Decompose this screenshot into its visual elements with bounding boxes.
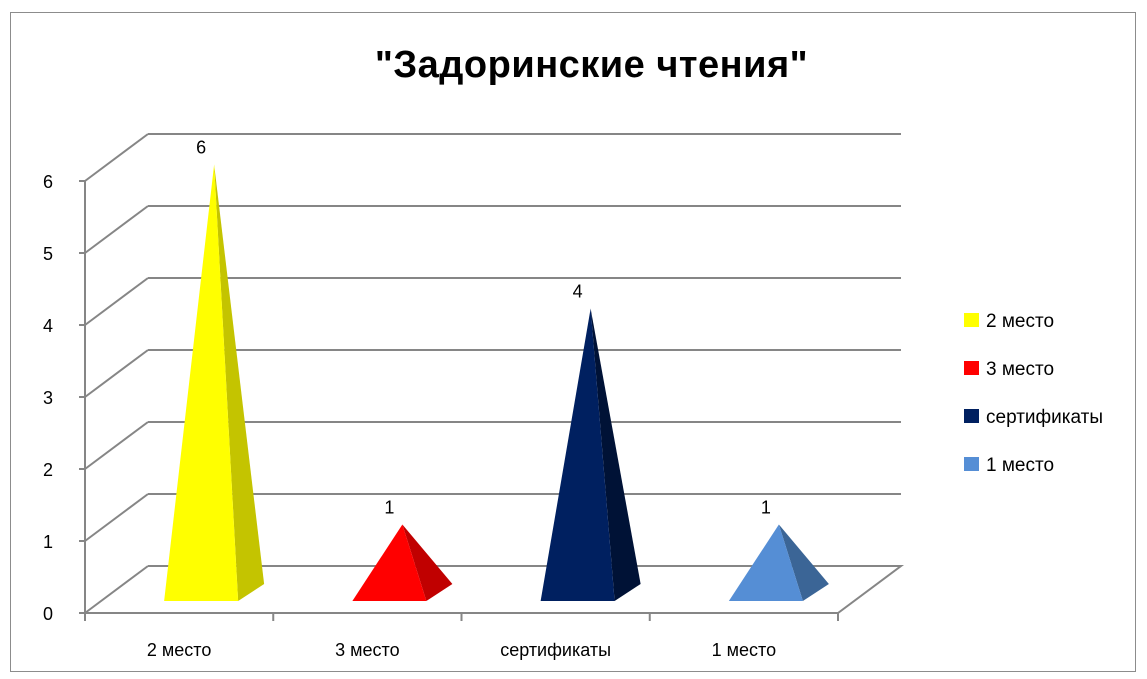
y-tick-label-1: 1: [43, 532, 53, 552]
legend-label-3: 1 место: [986, 455, 1054, 476]
side-gridline-1: [84, 493, 149, 542]
bar-side-3: [778, 524, 829, 601]
y-tick-label-2: 2: [43, 460, 53, 480]
chart-title: "Задоринские чтения": [374, 44, 809, 86]
legend-label-0: 2 место: [986, 311, 1054, 332]
side-gridline-4: [84, 277, 149, 326]
data-label-2: 4: [573, 282, 583, 302]
data-label-0: 6: [196, 138, 206, 158]
legend-swatch-3: [964, 457, 979, 471]
bar-1: [352, 524, 427, 601]
bar-side-0: [214, 164, 265, 601]
legend-swatch-1: [964, 361, 979, 375]
bar-side-2: [590, 308, 641, 601]
y-tick-label-6: 6: [43, 172, 53, 192]
legend-swatch-2: [964, 409, 979, 423]
side-gridline-6: [84, 133, 149, 182]
x-category-label-1: 3 место: [335, 640, 399, 660]
side-gridline-3: [84, 349, 149, 398]
side-gridline-5: [84, 205, 149, 254]
bar-0: [164, 164, 239, 601]
x-category-label-3: 1 место: [712, 640, 776, 660]
y-tick-label-4: 4: [43, 316, 53, 336]
bar-side-1: [402, 524, 453, 601]
data-label-3: 1: [761, 498, 771, 518]
bar-3: [728, 524, 803, 601]
y-tick-label-5: 5: [43, 244, 53, 264]
x-category-label-0: 2 место: [147, 640, 211, 660]
side-gridline-0: [84, 565, 149, 614]
x-category-label-2: сертификаты: [500, 640, 611, 660]
y-tick-label-0: 0: [43, 604, 53, 624]
legend-label-2: сертификаты: [986, 407, 1103, 428]
legend-swatch-0: [964, 313, 979, 327]
legend-label-1: 3 место: [986, 359, 1054, 380]
side-gridline-2: [84, 421, 149, 470]
y-tick-label-3: 3: [43, 388, 53, 408]
data-label-1: 1: [384, 498, 394, 518]
bar-2: [540, 308, 615, 601]
